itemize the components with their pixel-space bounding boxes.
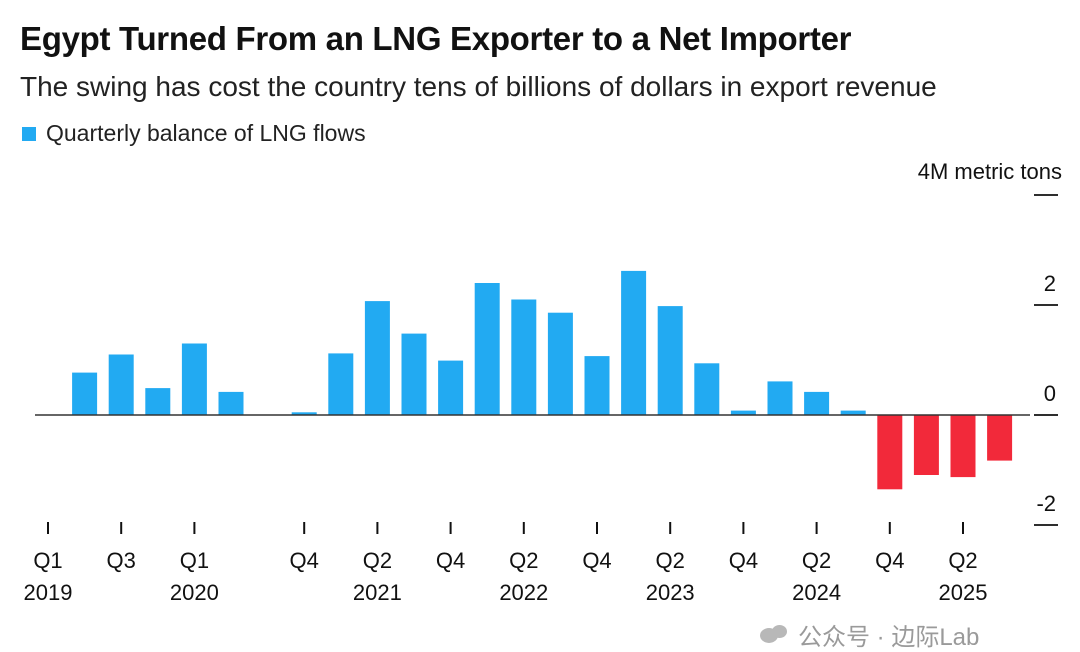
bar-q1-2024	[767, 381, 793, 415]
bar-q4-2021	[438, 360, 464, 416]
bar-q2-2023	[657, 306, 683, 415]
bar-q3-2023	[694, 363, 720, 415]
x-tick-year-label: 2024	[792, 580, 841, 605]
legend-label: Quarterly balance of LNG flows	[46, 120, 366, 146]
bar-q4-2020	[291, 412, 317, 416]
x-tick-year-label: 2023	[646, 580, 695, 605]
x-tick-year-label: 2025	[939, 580, 988, 605]
watermark: 公众号 · 边际Lab	[760, 617, 979, 652]
bar-q2-2021	[364, 301, 390, 415]
x-tick-quarter-label: Q4	[729, 548, 758, 573]
x-tick-quarter-label: Q2	[509, 548, 538, 573]
bar-q3-2025	[987, 415, 1013, 461]
bars-group	[72, 270, 1013, 490]
bar-q3-2019	[108, 354, 134, 415]
x-tick-quarter-label: Q2	[948, 548, 977, 573]
y-axis: 2 0 -2 4M metric tons	[35, 159, 1062, 526]
x-tick-quarter-label: Q4	[582, 548, 611, 573]
legend-swatch	[22, 126, 36, 141]
x-axis: Q1 2019 Q3 Q1 2020 Q4 Q2 2021 Q4 Q2 2022 Q4 Q2 2023 Q4…	[24, 522, 988, 605]
x-tick-quarter-label: Q4	[290, 548, 319, 573]
y-tick-label: 0	[1044, 381, 1056, 406]
legend: Quarterly balance of LNG flows	[22, 120, 366, 147]
bar-q1-2020	[181, 343, 207, 415]
x-tick-quarter-label: Q2	[802, 548, 831, 573]
bar-q1-2022	[474, 283, 500, 415]
x-tick-quarter-label: Q2	[656, 548, 685, 573]
bar-q2-2024	[804, 391, 830, 415]
x-tick-quarter-label: Q3	[107, 548, 136, 573]
x-tick-year-label: 2019	[24, 580, 73, 605]
watermark-text: 公众号 · 边际Lab	[798, 624, 980, 651]
bar-q1-2023	[621, 270, 647, 415]
bar-q3-2021	[401, 333, 427, 415]
x-tick-quarter-label: Q4	[875, 548, 904, 573]
bar-q4-2024	[877, 415, 903, 490]
chart-title: Egypt Turned From an LNG Exporter to a N…	[20, 20, 852, 57]
x-tick-quarter-label: Q1	[180, 548, 209, 573]
bar-q1-2021	[328, 353, 354, 415]
bar-q3-2024	[840, 410, 866, 415]
bar-q3-2022	[547, 312, 573, 415]
x-tick-year-label: 2022	[499, 580, 548, 605]
x-tick-quarter-label: Q2	[363, 548, 392, 573]
bar-q2-2022	[511, 299, 537, 415]
bar-q2-2019	[72, 372, 98, 415]
y-tick-label: 2	[1044, 271, 1056, 296]
bar-q4-2023	[730, 410, 756, 415]
chat-bubbles-icon	[760, 624, 790, 645]
y-tick-label: -2	[1036, 491, 1056, 516]
y-unit-label: 4M metric tons	[918, 159, 1062, 184]
chart-subtitle: The swing has cost the country tens of b…	[20, 71, 937, 102]
x-tick-quarter-label: Q4	[436, 548, 465, 573]
bar-q2-2020	[218, 391, 244, 415]
bar-q1-2025	[913, 415, 939, 475]
bar-q4-2019	[145, 388, 171, 415]
bar-q4-2022	[584, 356, 610, 415]
x-tick-year-label: 2020	[170, 580, 219, 605]
x-tick-quarter-label: Q1	[33, 548, 62, 573]
bar-q2-2025	[950, 415, 976, 478]
x-tick-year-label: 2021	[353, 580, 402, 605]
